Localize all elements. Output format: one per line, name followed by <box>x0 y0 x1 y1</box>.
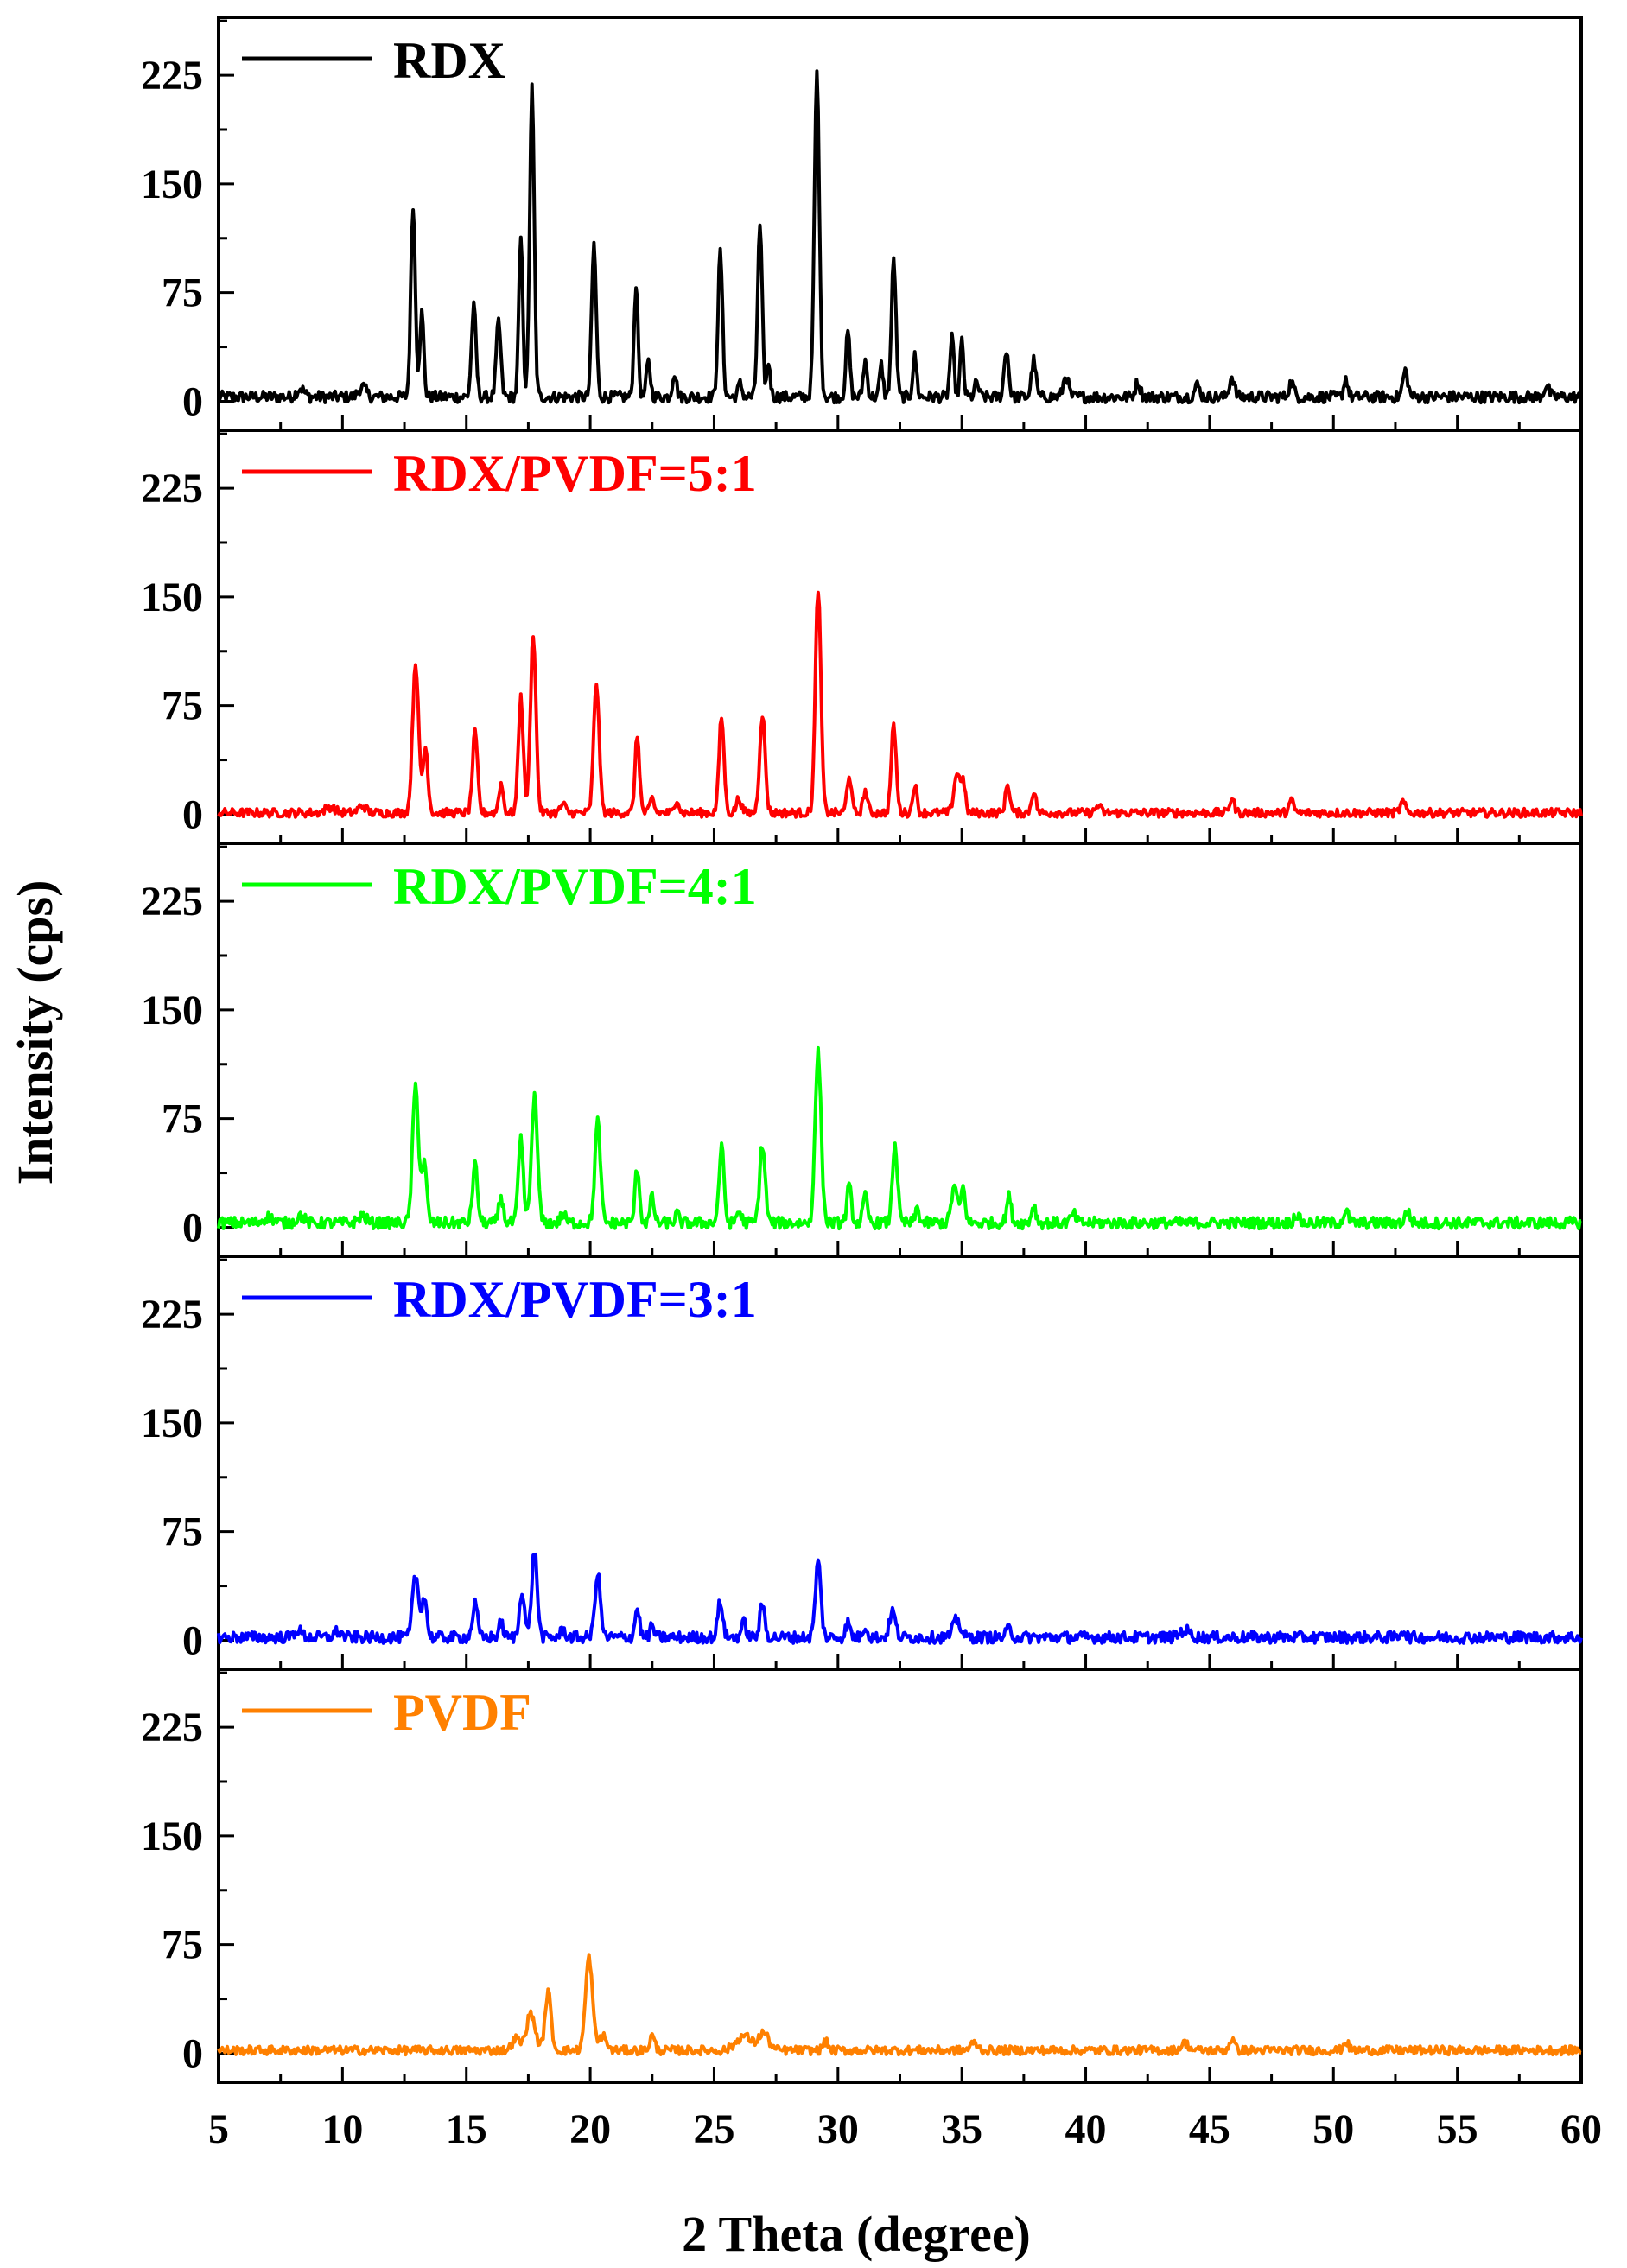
x-tick-label: 55 <box>1437 2106 1478 2152</box>
x-tick-label: 45 <box>1189 2106 1230 2152</box>
y-tick-label: 75 <box>162 270 203 316</box>
x-tick-label: 30 <box>817 2106 859 2152</box>
series-line <box>217 1953 1582 2057</box>
panel-2: 0 75 150 225 RDX/PVDF=5:1 <box>141 429 1583 845</box>
x-axis-ticks: 5 10 15 20 25 30 35 40 45 50 55 60 <box>208 2106 1602 2152</box>
y-tick-label: 75 <box>162 1509 203 1555</box>
x-axis-title: 2 Theta (degree) <box>682 2206 1031 2262</box>
y-tick-label: 0 <box>182 1204 203 1250</box>
y-tick-label: 150 <box>141 1814 203 1859</box>
legend-label: RDX/PVDF=3:1 <box>393 1271 757 1328</box>
series-line <box>217 69 1583 405</box>
y-tick-label: 225 <box>141 466 203 511</box>
panel-1: 0 75 150 225 RDX <box>141 16 1583 432</box>
x-tick-label: 10 <box>321 2106 363 2152</box>
y-tick-label: 75 <box>162 1922 203 1968</box>
panel-3: 0 75 150 225 RDX/PVDF=4:1 <box>141 842 1583 1258</box>
y-tick-label: 225 <box>141 879 203 924</box>
y-tick-label: 0 <box>182 378 203 424</box>
y-tick-label: 150 <box>141 988 203 1033</box>
y-tick-label: 0 <box>182 1617 203 1663</box>
legend-label: PVDF <box>393 1684 531 1741</box>
x-tick-label: 50 <box>1312 2106 1354 2152</box>
y-tick-label: 75 <box>162 1096 203 1142</box>
y-tick-label: 225 <box>141 53 203 98</box>
x-tick-label: 40 <box>1065 2106 1107 2152</box>
panel-5: 0 75 150 225 PVDF <box>141 1668 1583 2084</box>
y-tick-label: 75 <box>162 683 203 729</box>
y-tick-label: 0 <box>182 2030 203 2076</box>
y-tick-label: 225 <box>141 1292 203 1337</box>
legend-label: RDX/PVDF=5:1 <box>393 445 757 502</box>
series-line <box>217 590 1583 819</box>
x-tick-label: 5 <box>208 2106 229 2152</box>
legend-label: RDX/PVDF=4:1 <box>393 858 757 915</box>
series-line <box>217 1045 1582 1231</box>
panels-group: 0 75 150 225 RDX 0 75 150 225 RDX/PVDF=5:1 0 75 150 2… <box>141 16 1583 2084</box>
y-axis-title: Intensity (cps) <box>7 880 63 1185</box>
legend-label: RDX <box>393 32 505 89</box>
y-tick-label: 150 <box>141 1401 203 1446</box>
y-tick-label: 225 <box>141 1705 203 1750</box>
y-tick-label: 0 <box>182 791 203 837</box>
x-tick-label: 15 <box>446 2106 487 2152</box>
series-line <box>217 1553 1583 1645</box>
y-tick-label: 150 <box>141 162 203 207</box>
y-tick-label: 150 <box>141 575 203 620</box>
x-tick-label: 25 <box>693 2106 734 2152</box>
panel-4: 0 75 150 225 RDX/PVDF=3:1 <box>141 1255 1583 1671</box>
x-tick-label: 20 <box>569 2106 611 2152</box>
x-tick-label: 35 <box>941 2106 982 2152</box>
x-tick-label: 60 <box>1560 2106 1602 2152</box>
